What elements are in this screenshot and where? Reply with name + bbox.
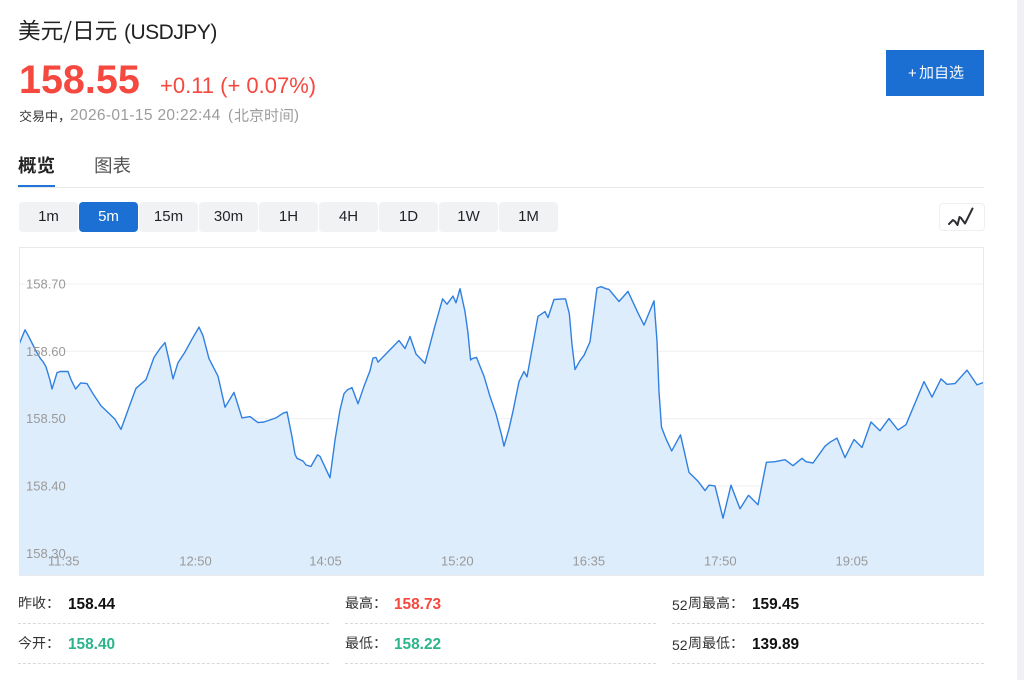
svg-text:12:50: 12:50 (179, 554, 212, 569)
svg-text:14:05: 14:05 (309, 554, 342, 569)
svg-text:158.70: 158.70 (26, 277, 66, 292)
svg-text:158.40: 158.40 (26, 479, 66, 494)
svg-text:158.50: 158.50 (26, 411, 66, 426)
svg-text:158.60: 158.60 (26, 344, 66, 359)
svg-text:17:50: 17:50 (704, 554, 737, 569)
svg-text:11:35: 11:35 (48, 554, 80, 569)
svg-text:158.30: 158.30 (26, 546, 66, 561)
svg-text:15:20: 15:20 (441, 554, 474, 569)
svg-text:19:05: 19:05 (836, 554, 869, 569)
svg-text:16:35: 16:35 (573, 554, 606, 569)
